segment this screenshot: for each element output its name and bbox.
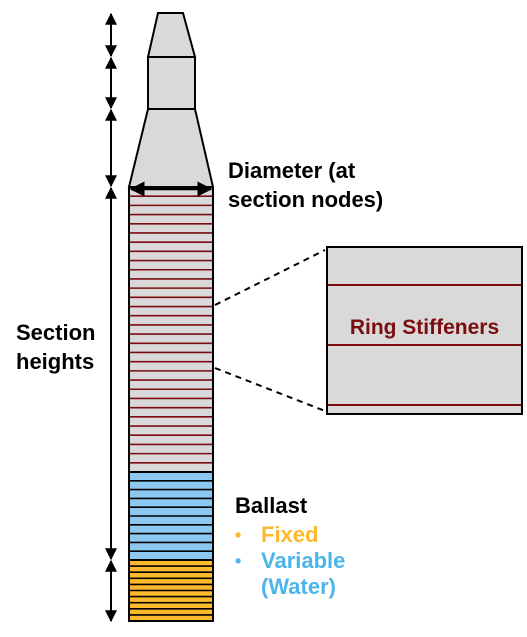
top-cone-section [146,12,197,58]
zoom-dashed-line-top [214,249,326,306]
ballast-legend: • Fixed • Variable (Water) [233,522,345,600]
diameter-label: Diameter (at section nodes) [228,156,383,214]
main-hull-column [128,186,214,473]
variable-label-line1: Variable [261,548,346,573]
section-heights-label: Section heights [16,318,95,376]
fixed-label: Fixed [261,522,319,547]
upper-cylinder-section [147,56,196,110]
ring-stiffeners-label: Ring Stiffeners [349,316,500,339]
ballast-legend-variable: • Variable (Water) [233,548,345,600]
ring-stiffener-zoom-box [326,246,523,415]
section-label-line2: heights [16,349,95,374]
diameter-label-line1: Diameter (at [228,158,356,183]
variable-label-line2: (Water) [261,574,336,599]
section-label-line1: Section [16,320,96,345]
lower-cone-section [127,108,215,188]
stiffener-rings [130,195,212,464]
diameter-label-line2: section nodes) [228,187,384,212]
ballast-legend-fixed: • Fixed [233,522,345,548]
variable-ballast-bands [130,479,212,553]
bullet-icon: • [235,525,242,545]
bullet-icon: • [235,551,242,571]
ballast-title: Ballast [235,493,308,518]
zoom-dashed-line-bottom [214,367,326,412]
fixed-ballast-bands [130,565,212,616]
